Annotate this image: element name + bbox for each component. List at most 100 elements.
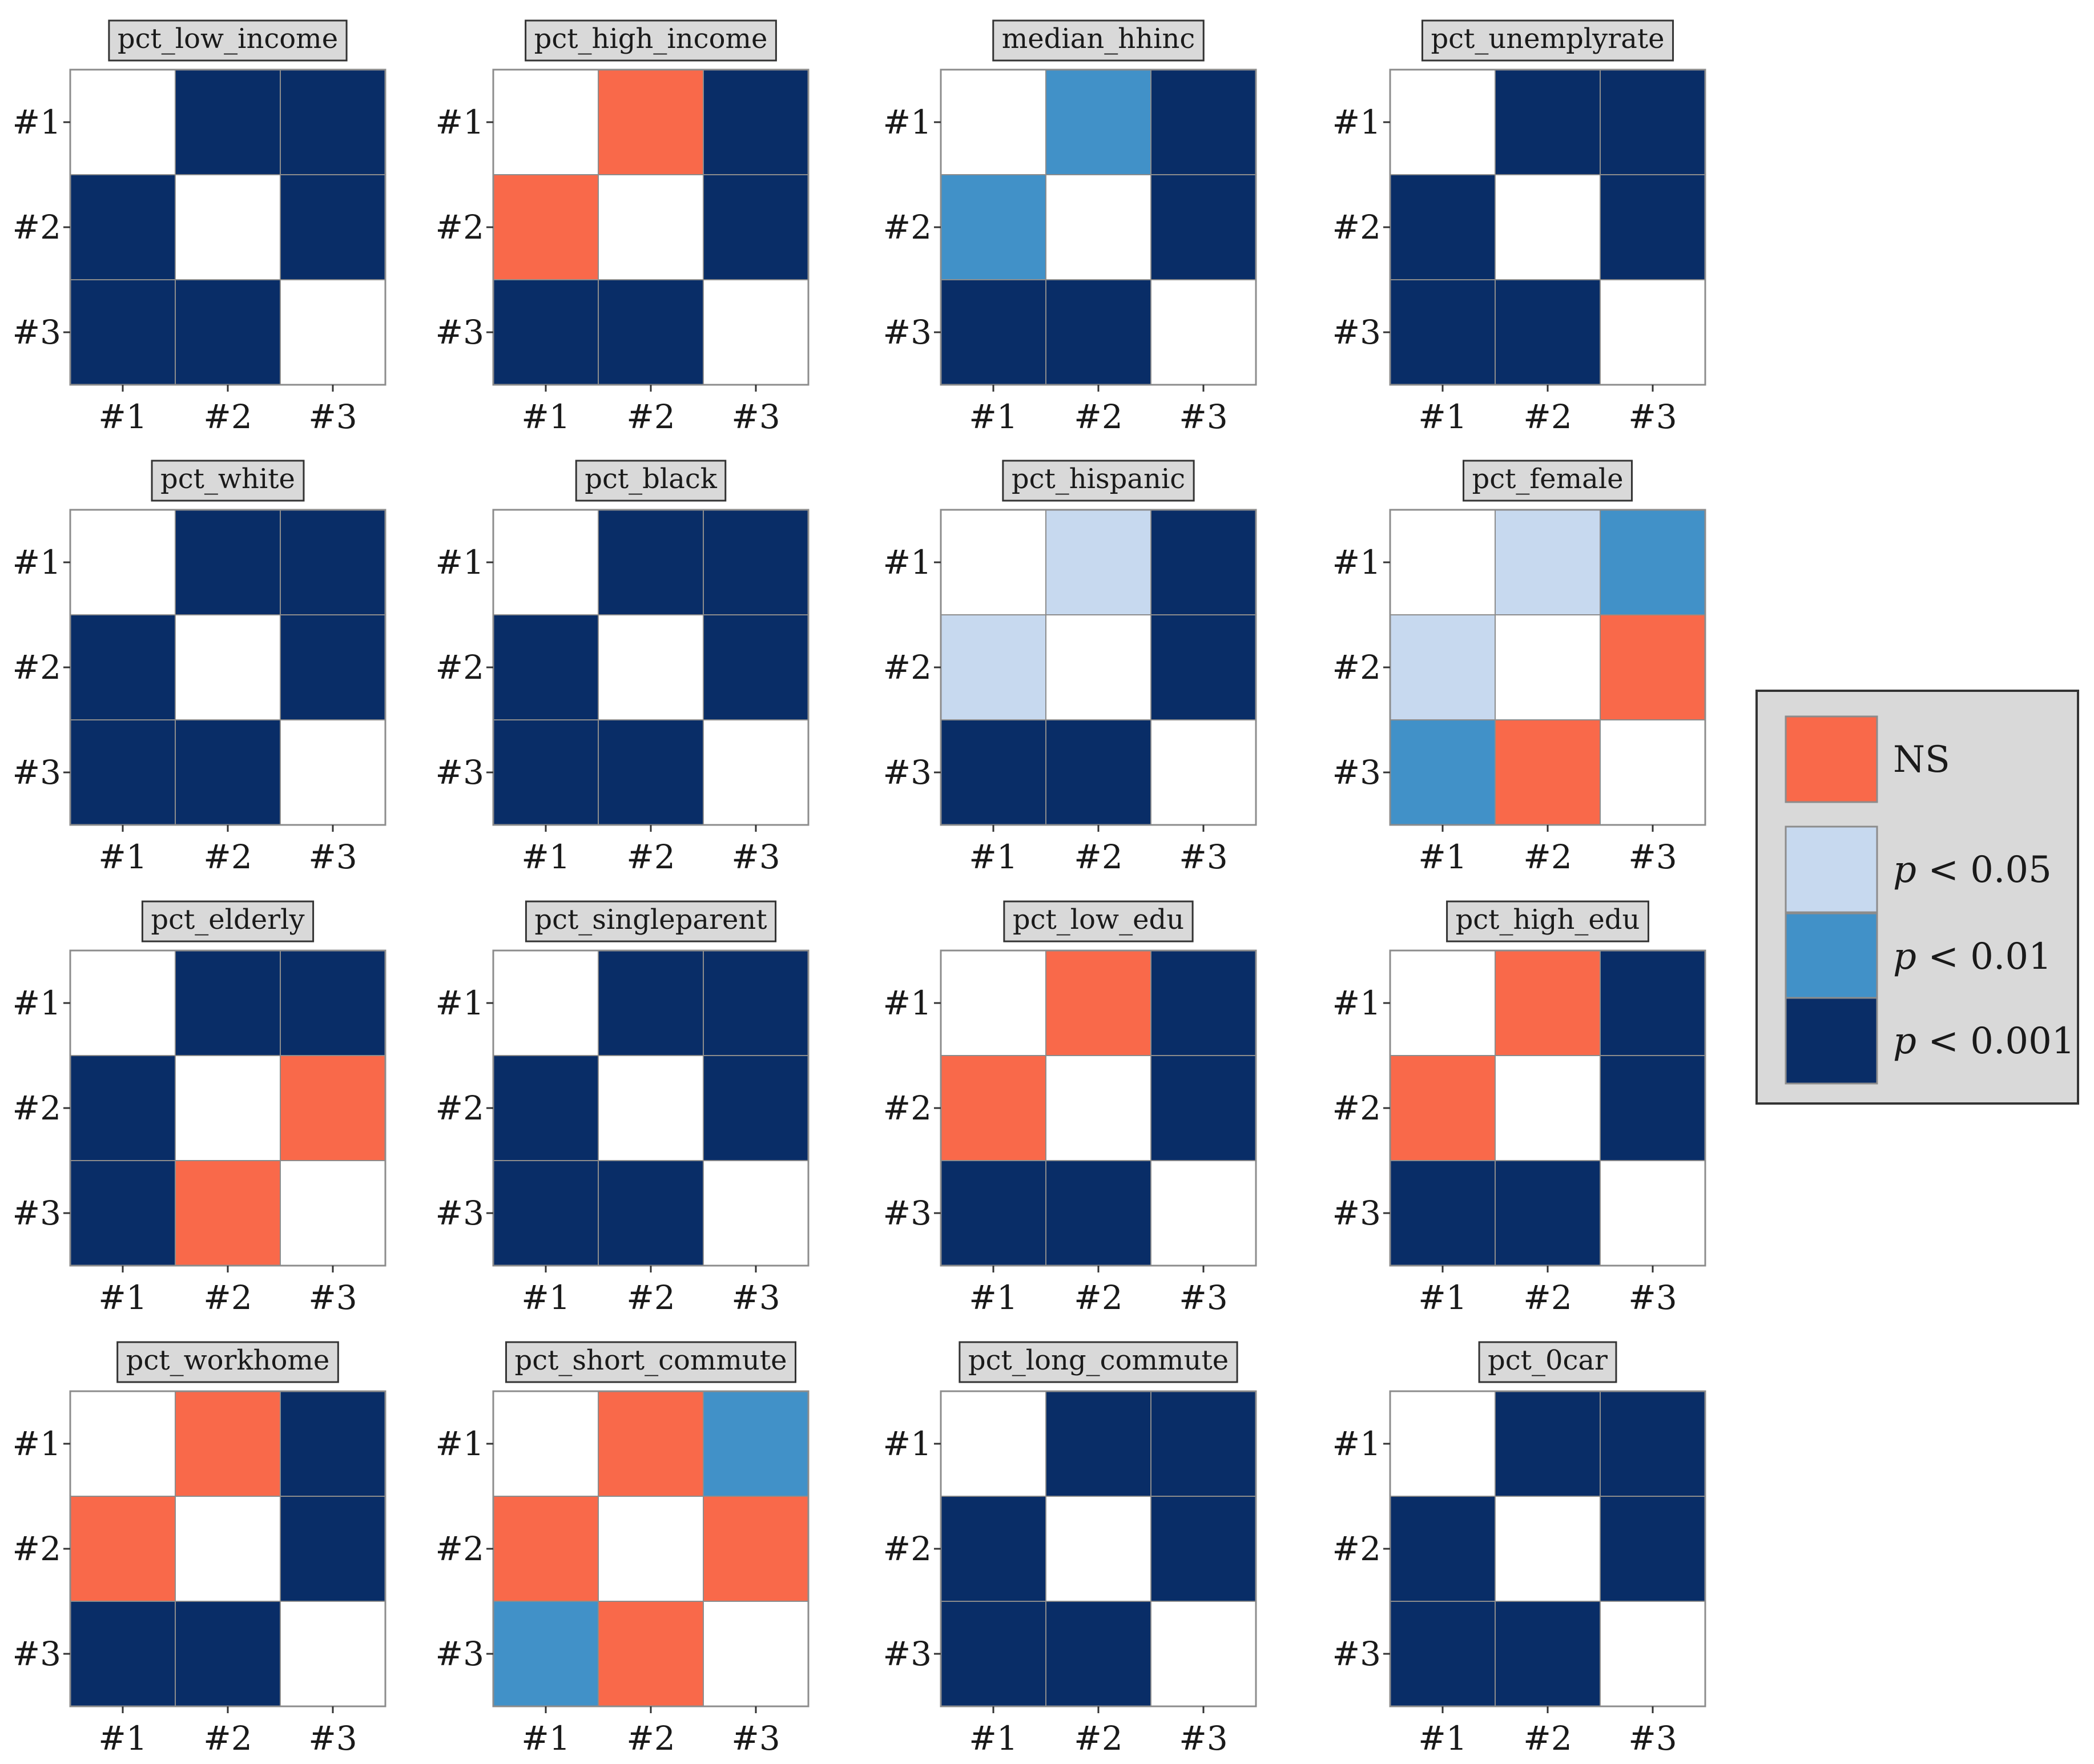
x-tick-label: #1 <box>1418 837 1467 876</box>
heatmap-cell <box>175 1391 281 1497</box>
panel-title: median_hhinc <box>1002 23 1195 55</box>
heatmap-cell <box>70 509 176 615</box>
heatmap-cell <box>598 174 704 280</box>
y-tick-label: #3 <box>1332 1194 1382 1233</box>
heatmap-panel: pct_white #1 #2 #3 #1 #2 #3 <box>13 460 386 876</box>
x-tick-label: #2 <box>203 397 252 436</box>
y-tick-label: #1 <box>13 543 62 582</box>
panel-title: pct_high_edu <box>1456 904 1640 936</box>
x-tick-label: #2 <box>203 1719 252 1758</box>
heatmap-cell <box>280 174 386 280</box>
heatmap-cell <box>175 69 281 175</box>
heatmap-cell <box>940 1055 1046 1161</box>
heatmap-cell <box>1600 174 1706 280</box>
x-tick-label: #1 <box>1418 1719 1467 1758</box>
y-tick-label: #3 <box>436 1194 485 1233</box>
heatmap-cell <box>1390 174 1496 280</box>
heatmap-cell <box>1150 1601 1257 1707</box>
heatmap-cell <box>1045 614 1151 720</box>
heatmap-cell <box>1495 174 1601 280</box>
heatmap-cell <box>1150 614 1257 720</box>
legend-label: p < 0.05 <box>1893 849 2052 891</box>
heatmap-cell <box>70 1496 176 1602</box>
heatmap-cell <box>1150 1496 1257 1602</box>
y-tick-label: #2 <box>1332 1529 1382 1568</box>
heatmap-cell <box>280 1055 386 1161</box>
y-tick-label: #2 <box>1332 648 1382 687</box>
heatmap-cell <box>493 719 599 825</box>
heatmap-cell <box>703 719 809 825</box>
heatmap-cell <box>175 174 281 280</box>
heatmap-cell <box>1150 1055 1257 1161</box>
panels-grid: pct_low_income#1#2#3#1 #2 #3pct_high_incom… <box>13 19 1706 1758</box>
y-tick-label: #2 <box>883 208 932 247</box>
x-tick-label: #1 <box>98 1719 147 1758</box>
panel-title: pct_singleparent <box>534 904 767 936</box>
heatmap-cell <box>598 950 704 1056</box>
heatmap-cell <box>1045 1055 1151 1161</box>
y-tick-label: #2 <box>13 648 62 687</box>
heatmap-cell <box>598 279 704 385</box>
y-tick-label: #3 <box>436 313 485 352</box>
heatmap-cell <box>493 1601 599 1707</box>
y-tick-label: #2 <box>13 1529 62 1568</box>
heatmap-panel: pct_female #1 #2 #3 #1 #2 #3 <box>1332 460 1706 876</box>
y-tick-label: #1 <box>436 984 485 1022</box>
heatmap-cell <box>280 719 386 825</box>
x-tick-label: #2 <box>626 1278 675 1317</box>
y-tick-label: #3 <box>883 753 932 792</box>
heatmap-cell <box>1150 69 1257 175</box>
heatmap-cell <box>1150 509 1257 615</box>
heatmap-cell <box>70 174 176 280</box>
y-tick-label: #1 <box>1332 543 1382 582</box>
panel-title-strip <box>1002 460 1195 502</box>
heatmap-cell <box>493 950 599 1056</box>
heatmap-cell <box>1495 719 1601 825</box>
panel-title-strip <box>575 460 727 502</box>
panel-title: pct_high_income <box>534 23 768 55</box>
heatmap-cell <box>1045 279 1151 385</box>
heatmap-panel: pct_elderly #1 #2 #3 #1 #2 #3 <box>13 900 386 1317</box>
x-tick-label: #1 <box>521 1719 570 1758</box>
x-tick-label: #1 <box>98 1278 147 1317</box>
heatmap-cell <box>1045 719 1151 825</box>
heatmap-cell <box>703 279 809 385</box>
heatmap-cell <box>703 509 809 615</box>
heatmap-cell <box>280 279 386 385</box>
heatmap-cell <box>493 1391 599 1497</box>
heatmap-cell <box>70 279 176 385</box>
heatmap-cell <box>703 174 809 280</box>
heatmap-cell <box>1600 509 1706 615</box>
heatmap-cell <box>1390 1496 1496 1602</box>
y-tick-label: #1 <box>883 1424 932 1463</box>
panel-title: pct_long_commute <box>968 1344 1229 1376</box>
x-tick-label: #2 <box>1523 397 1572 436</box>
panel-title-strip <box>1003 900 1194 943</box>
heatmap-cell <box>1390 1160 1496 1266</box>
heatmap-cell <box>1495 1055 1601 1161</box>
x-tick-label: #2 <box>203 1278 252 1317</box>
x-tick-label: #3 <box>731 397 780 436</box>
x-tick-label: #3 <box>1628 397 1677 436</box>
heatmap-panel: pct_0car #1 #2 #3 #1 #2 #3 <box>1332 1341 1706 1758</box>
heatmap-cell <box>70 614 176 720</box>
y-tick-label: #3 <box>1332 753 1382 792</box>
y-tick-label: #1 <box>1332 1424 1382 1463</box>
heatmap-cell <box>280 614 386 720</box>
heatmap-cell <box>493 509 599 615</box>
panel-title-strip <box>505 1341 796 1383</box>
heatmap-cell <box>1390 509 1496 615</box>
legend-label: p < 0.01 <box>1893 936 2052 978</box>
heatmap-cell <box>493 174 599 280</box>
heatmap-cell <box>598 69 704 175</box>
y-tick-label: #1 <box>883 103 932 142</box>
panel-title: pct_0car <box>1488 1344 1608 1376</box>
heatmap-cell <box>280 69 386 175</box>
y-tick-label: #3 <box>13 313 62 352</box>
x-tick-label: #1 <box>969 1719 1018 1758</box>
x-tick-label: #1 <box>98 837 147 876</box>
x-tick-label: #3 <box>1628 837 1677 876</box>
heatmap-cell <box>1150 719 1257 825</box>
x-tick-label: #2 <box>1074 1719 1123 1758</box>
